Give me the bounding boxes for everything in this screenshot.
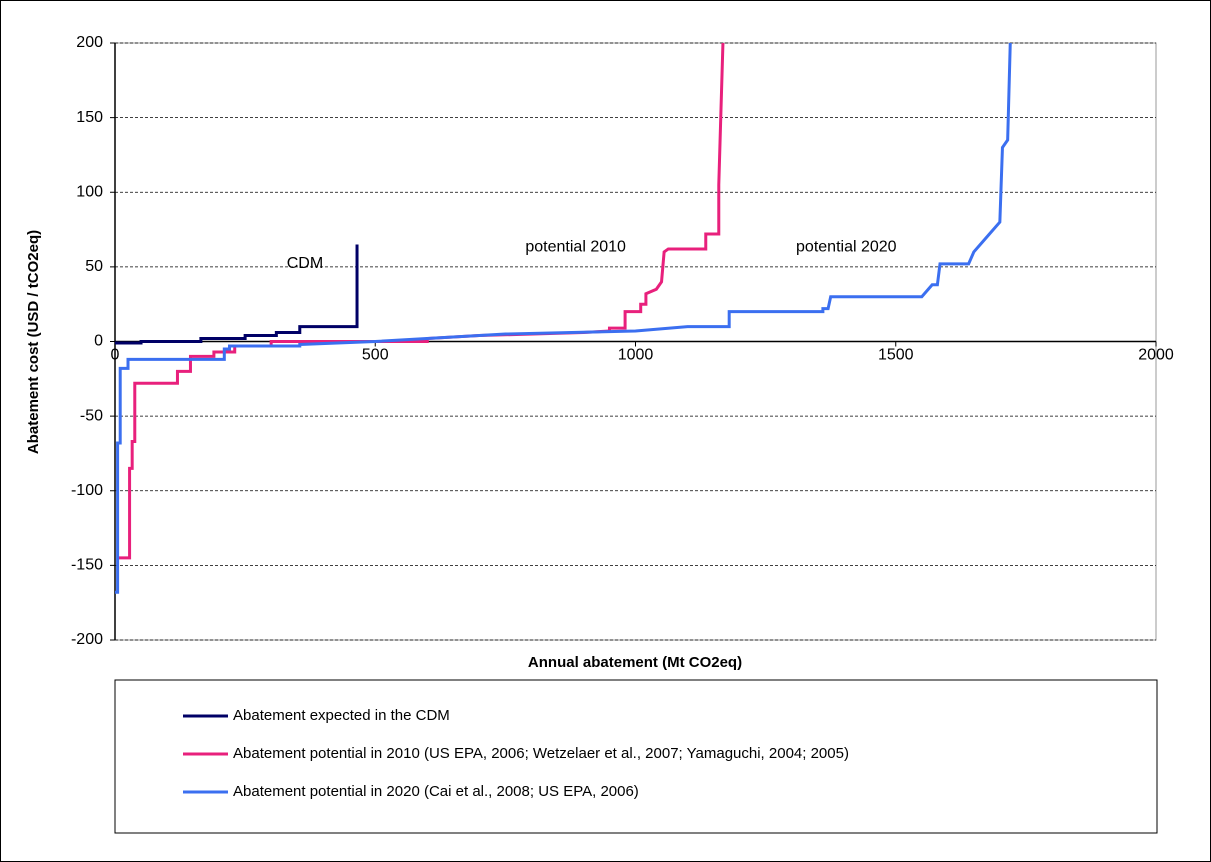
legend-label: Abatement potential in 2010 (US EPA, 200… <box>233 745 849 762</box>
y-tick-label: -150 <box>71 557 103 574</box>
y-tick-label: 50 <box>85 258 103 275</box>
y-tick-label: 100 <box>76 183 103 200</box>
annotation: potential 2010 <box>525 239 626 256</box>
series-line <box>115 244 359 345</box>
legend-label: Abatement expected in the CDM <box>233 707 450 724</box>
x-axis-title: Annual abatement (Mt CO2eq) <box>528 654 742 671</box>
y-tick-label: 0 <box>94 333 103 350</box>
series-line <box>115 42 1012 594</box>
y-tick-label: -50 <box>80 407 103 424</box>
legend-label: Abatement potential in 2020 (Cai et al.,… <box>233 783 639 800</box>
y-tick-label: -100 <box>71 482 103 499</box>
y-tick-label: -200 <box>71 631 103 648</box>
x-tick-label: 1000 <box>618 347 654 364</box>
annotation: potential 2020 <box>796 239 897 256</box>
y-tick-label: 200 <box>76 34 103 51</box>
y-axis-title: Abatement cost (USD / tCO2eq) <box>25 230 42 454</box>
x-tick-label: 500 <box>362 347 389 364</box>
legend <box>114 679 1158 834</box>
y-tick-label: 150 <box>76 109 103 126</box>
x-tick-label: 1500 <box>878 347 914 364</box>
x-tick-label: 2000 <box>1138 347 1174 364</box>
annotation: CDM <box>287 255 323 272</box>
